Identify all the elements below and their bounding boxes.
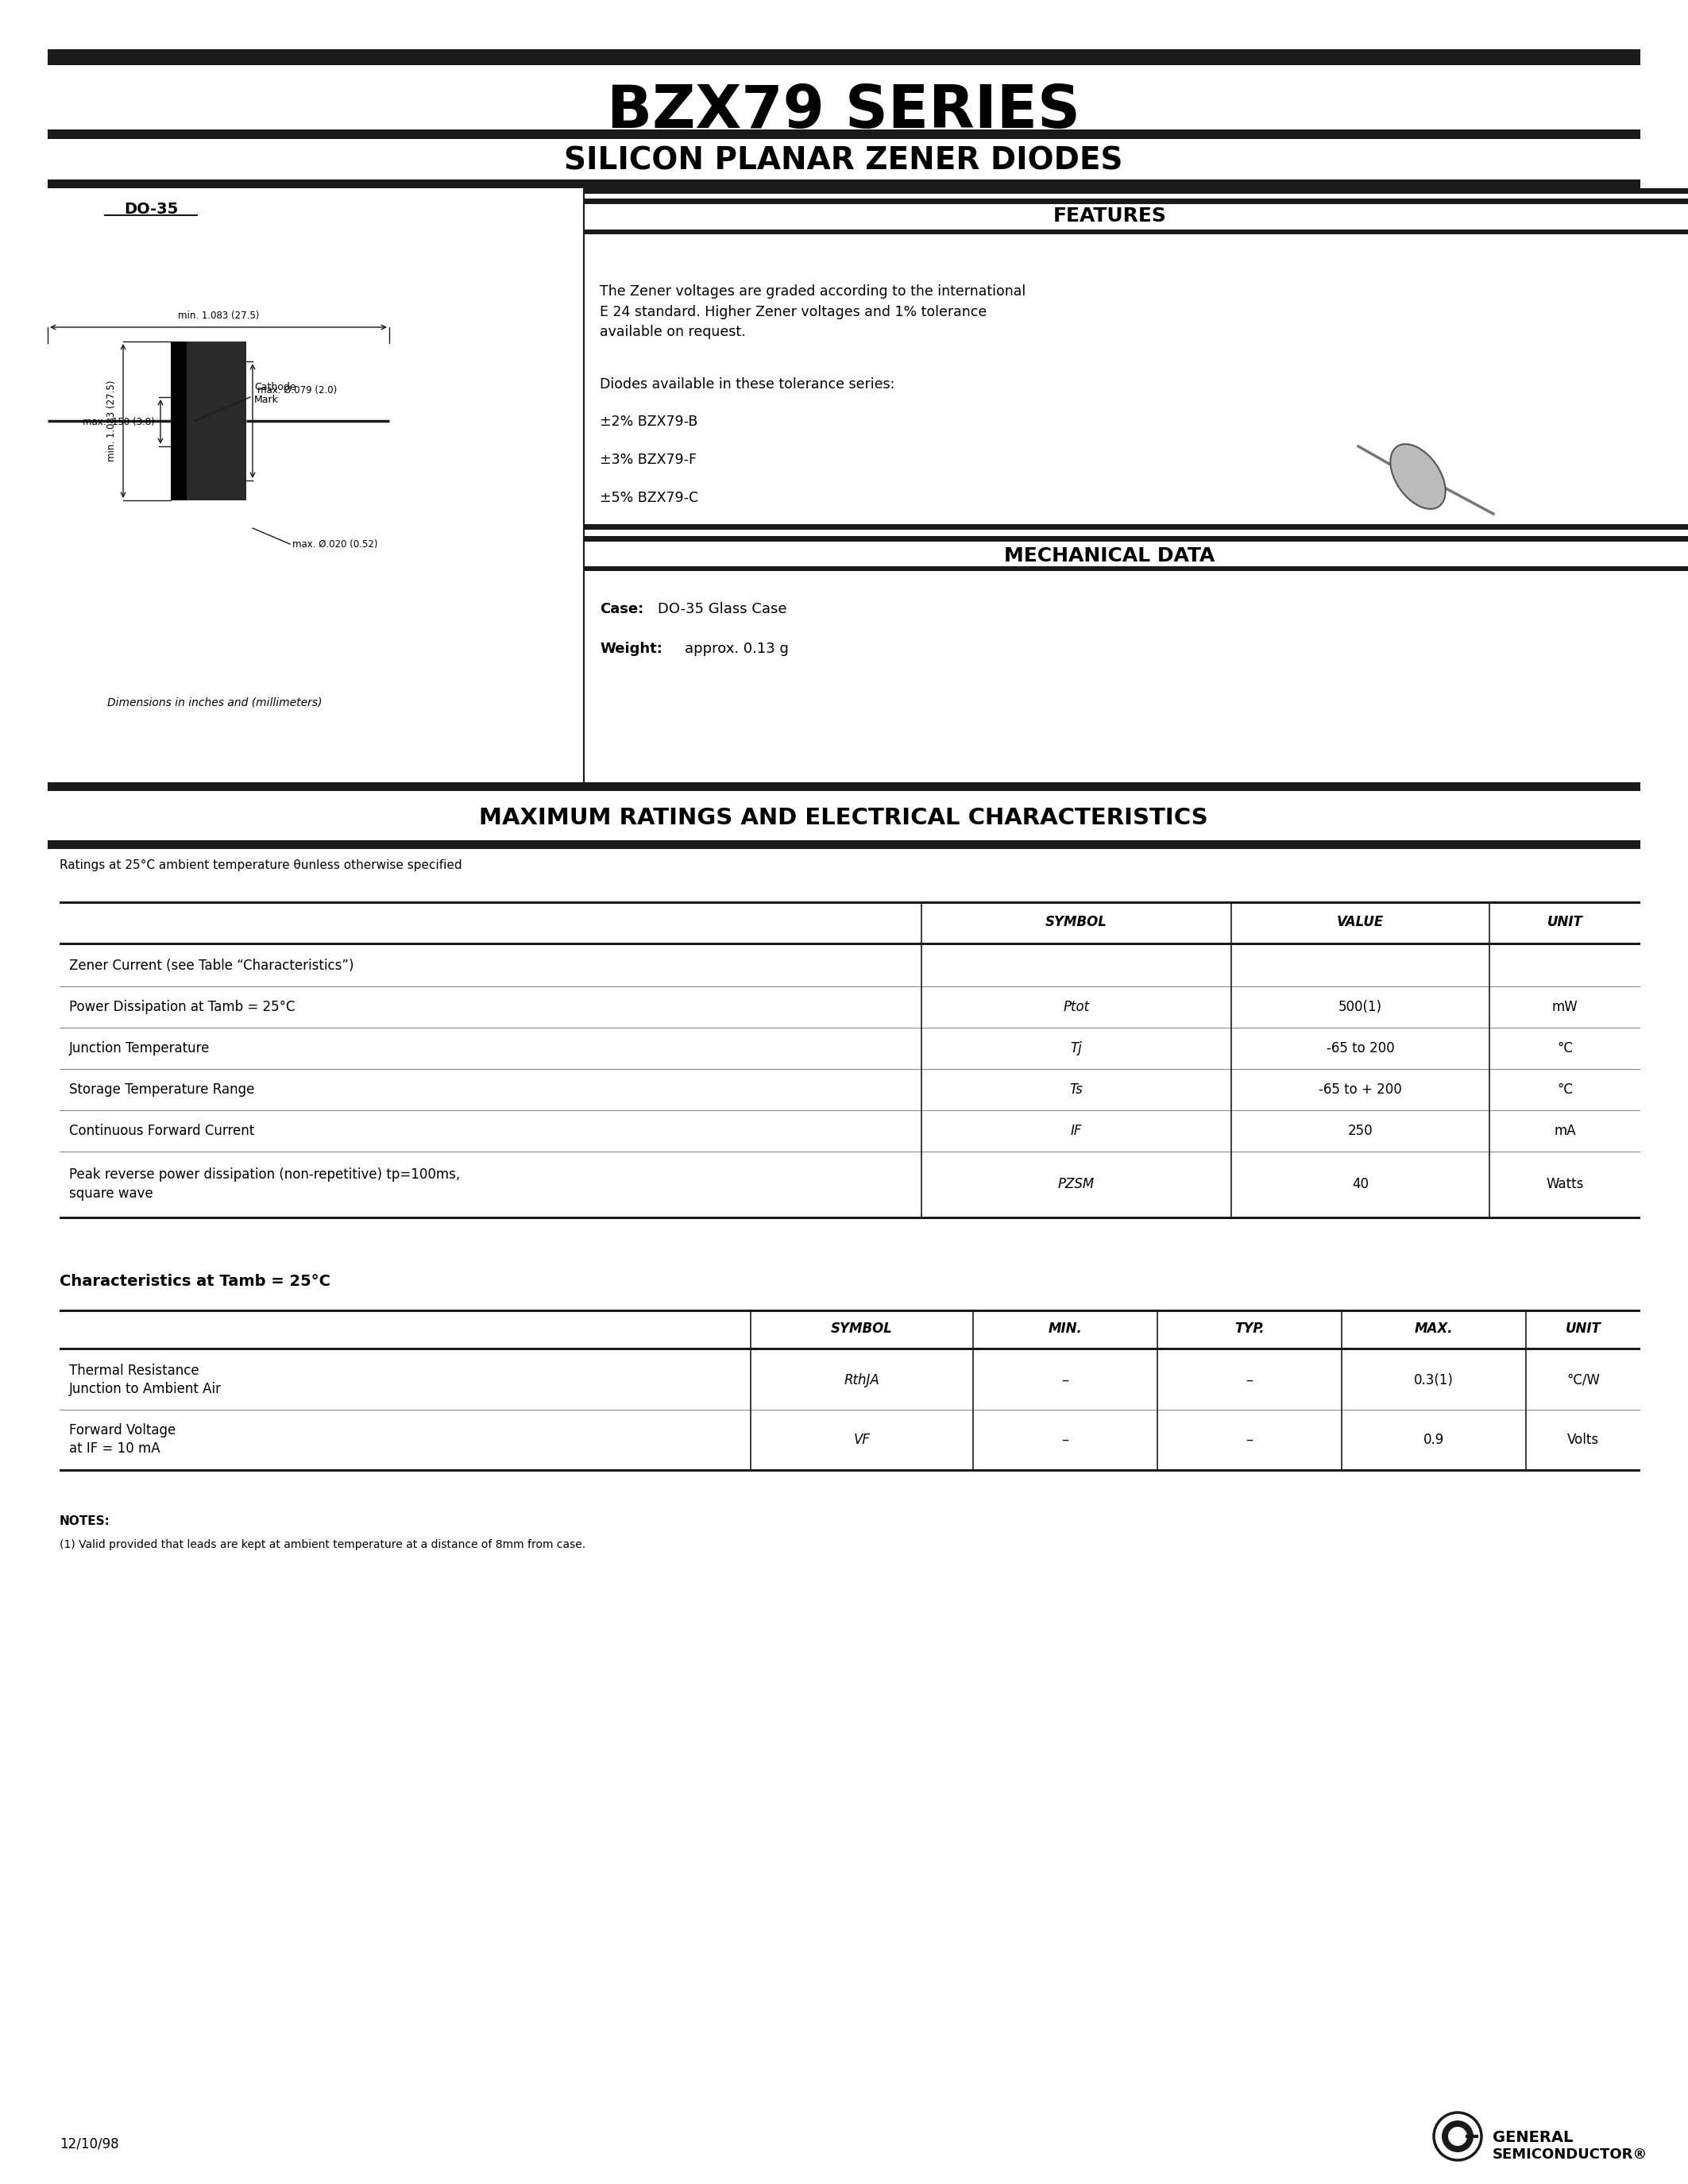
Bar — [59, 1348, 1641, 1350]
Text: Zener Current (see Table “Characteristics”): Zener Current (see Table “Characteristic… — [69, 959, 354, 972]
Bar — [47, 782, 1641, 791]
Text: °C: °C — [1556, 1083, 1573, 1096]
Bar — [584, 535, 1688, 542]
Text: Power Dissipation at Tamb = 25°C: Power Dissipation at Tamb = 25°C — [69, 1000, 295, 1013]
Text: The Zener voltages are graded according to the international
E 24 standard. High: The Zener voltages are graded according … — [599, 284, 1026, 339]
Text: –: – — [1246, 1374, 1252, 1387]
Text: GENERAL: GENERAL — [1492, 2129, 1573, 2145]
Text: 0.3(1): 0.3(1) — [1415, 1374, 1453, 1387]
Text: ±3% BZX79-F: ±3% BZX79-F — [599, 452, 697, 467]
Text: ±2% BZX79-B: ±2% BZX79-B — [599, 415, 697, 428]
Text: min. 1.083 (27.5): min. 1.083 (27.5) — [177, 310, 260, 321]
Text: (1) Valid provided that leads are kept at ambient temperature at a distance of 8: (1) Valid provided that leads are kept a… — [59, 1540, 586, 1551]
Text: Ptot: Ptot — [1063, 1000, 1089, 1013]
Text: mA: mA — [1555, 1125, 1577, 1138]
Circle shape — [1442, 2121, 1474, 2151]
Bar — [170, 341, 187, 500]
Bar — [584, 188, 1688, 194]
Bar — [59, 1216, 1641, 1219]
Text: Junction Temperature: Junction Temperature — [69, 1042, 209, 1055]
Text: Cathode
Mark: Cathode Mark — [255, 382, 295, 404]
Text: VALUE: VALUE — [1337, 915, 1384, 928]
Text: Watts: Watts — [1546, 1177, 1583, 1190]
Text: 40: 40 — [1352, 1177, 1369, 1190]
Bar — [59, 1470, 1641, 1472]
Text: Volts: Volts — [1566, 1433, 1599, 1446]
Text: Diodes available in these tolerance series:: Diodes available in these tolerance seri… — [599, 378, 895, 391]
Text: Forward Voltage
at IF = 10 mA: Forward Voltage at IF = 10 mA — [69, 1424, 176, 1457]
Text: Peak reverse power dissipation (non-repetitive) tp=100ms,
square wave: Peak reverse power dissipation (non-repe… — [69, 1168, 461, 1201]
Text: SEMICONDUCTOR®: SEMICONDUCTOR® — [1492, 2147, 1647, 2162]
Text: Case:: Case: — [599, 603, 643, 616]
Text: UNIT: UNIT — [1565, 1321, 1600, 1337]
Text: Continuous Forward Current: Continuous Forward Current — [69, 1125, 255, 1138]
Text: NOTES:: NOTES: — [59, 1516, 110, 1527]
Text: Thermal Resistance
Junction to Ambient Air: Thermal Resistance Junction to Ambient A… — [69, 1363, 221, 1396]
Bar — [584, 524, 1688, 531]
Text: PZSM: PZSM — [1058, 1177, 1096, 1190]
Bar — [59, 943, 1641, 946]
Bar — [59, 1310, 1641, 1313]
Text: -65 to 200: -65 to 200 — [1327, 1042, 1394, 1055]
Circle shape — [1448, 2127, 1467, 2147]
Text: MECHANICAL DATA: MECHANICAL DATA — [1004, 546, 1215, 566]
Text: Ratings at 25°C ambient temperature θunless otherwise specified: Ratings at 25°C ambient temperature θunl… — [59, 858, 463, 871]
Text: SYMBOL: SYMBOL — [830, 1321, 893, 1337]
Bar — [47, 129, 1641, 140]
Text: Tj: Tj — [1070, 1042, 1082, 1055]
Text: –: – — [1246, 1433, 1252, 1446]
Text: Ts: Ts — [1070, 1083, 1084, 1096]
Text: FEATURES: FEATURES — [1053, 207, 1166, 225]
Text: Characteristics at Tamb = 25°C: Characteristics at Tamb = 25°C — [59, 1273, 331, 1289]
Bar — [584, 566, 1688, 570]
Bar — [47, 50, 1641, 66]
Bar — [584, 199, 1688, 203]
Text: 250: 250 — [1347, 1125, 1372, 1138]
Text: ±5% BZX79-C: ±5% BZX79-C — [599, 491, 699, 505]
Text: MAX.: MAX. — [1415, 1321, 1453, 1337]
Text: max. .150 (3.8): max. .150 (3.8) — [83, 417, 155, 426]
Text: –: – — [1062, 1433, 1069, 1446]
Text: RthJA: RthJA — [844, 1374, 879, 1387]
Text: 500(1): 500(1) — [1339, 1000, 1382, 1013]
Bar — [47, 179, 1641, 188]
Bar — [47, 841, 1641, 850]
Text: max. Ø.079 (2.0): max. Ø.079 (2.0) — [257, 384, 338, 395]
Text: 0.9: 0.9 — [1423, 1433, 1445, 1446]
Text: max. Ø.020 (0.52): max. Ø.020 (0.52) — [292, 539, 378, 548]
Text: BZX79 SERIES: BZX79 SERIES — [608, 83, 1080, 140]
Text: MAXIMUM RATINGS AND ELECTRICAL CHARACTERISTICS: MAXIMUM RATINGS AND ELECTRICAL CHARACTER… — [479, 806, 1209, 830]
Text: SYMBOL: SYMBOL — [1045, 915, 1107, 928]
Text: UNIT: UNIT — [1546, 915, 1583, 928]
Text: min. 1.083 (27.5): min. 1.083 (27.5) — [106, 380, 116, 461]
Text: °C: °C — [1556, 1042, 1573, 1055]
Text: mW: mW — [1551, 1000, 1578, 1013]
Text: Dimensions in inches and (millimeters): Dimensions in inches and (millimeters) — [106, 697, 322, 708]
Text: Storage Temperature Range: Storage Temperature Range — [69, 1083, 255, 1096]
Text: –: – — [1062, 1374, 1069, 1387]
Bar — [170, 341, 246, 500]
Text: MIN.: MIN. — [1048, 1321, 1082, 1337]
Text: DO-35 Glass Case: DO-35 Glass Case — [658, 603, 787, 616]
Bar — [584, 229, 1688, 234]
Text: SILICON PLANAR ZENER DIODES: SILICON PLANAR ZENER DIODES — [564, 146, 1123, 175]
Text: VF: VF — [854, 1433, 871, 1446]
Text: TYP.: TYP. — [1234, 1321, 1264, 1337]
Text: DO-35: DO-35 — [123, 201, 177, 216]
Text: 12/10/98: 12/10/98 — [59, 2138, 118, 2151]
Text: °C/W: °C/W — [1566, 1374, 1600, 1387]
Text: approx. 0.13 g: approx. 0.13 g — [685, 642, 788, 655]
Text: IF: IF — [1070, 1125, 1082, 1138]
Text: Weight:: Weight: — [599, 642, 662, 655]
Bar — [59, 902, 1641, 904]
Ellipse shape — [1391, 443, 1445, 509]
Text: -65 to + 200: -65 to + 200 — [1318, 1083, 1403, 1096]
